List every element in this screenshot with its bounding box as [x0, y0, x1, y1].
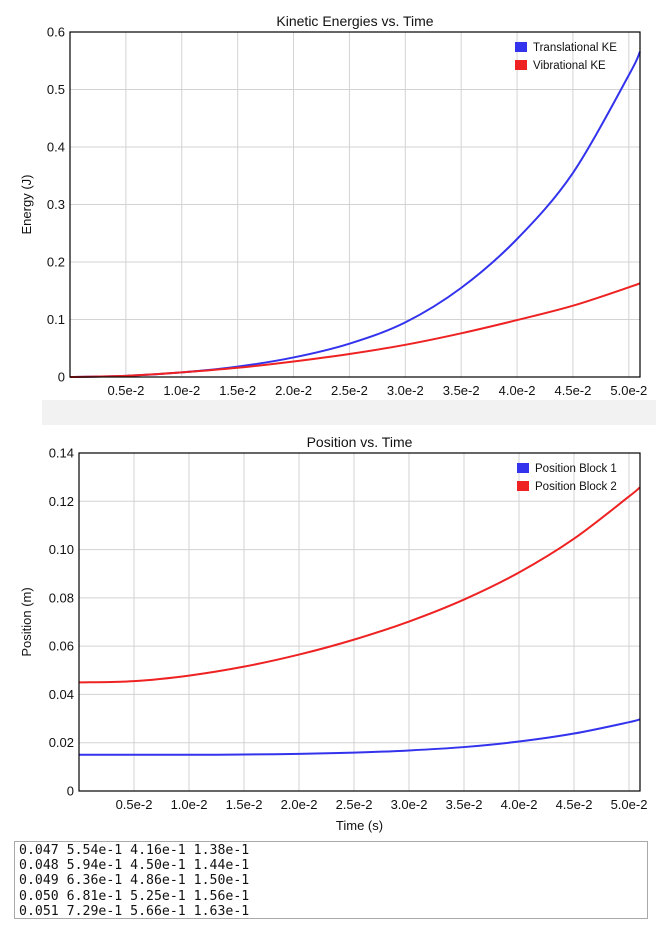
- x-tick-label: 1.0e-2: [163, 383, 200, 398]
- data-log-row: 0.047 5.54e-1 4.16e-1 1.38e-1: [19, 843, 250, 858]
- y-tick-label: 0.4: [47, 140, 65, 155]
- y-tick-label: 0.1: [47, 312, 65, 327]
- legend-label: Position Block 2: [535, 481, 617, 493]
- chart-title: Kinetic Energies vs. Time: [276, 13, 433, 29]
- x-tick-label: 2.5e-2: [331, 383, 368, 398]
- series-line-2: [78, 486, 641, 684]
- series-line-1: [79, 718, 641, 756]
- x-tick-label: 3.5e-2: [443, 383, 480, 398]
- x-tick-label: 1.5e-2: [226, 797, 263, 812]
- y-tick-label: 0.10: [49, 542, 74, 557]
- y-tick-label: 0.14: [49, 446, 74, 461]
- y-axis-label: Energy (J): [19, 175, 34, 235]
- x-tick-label: 4.5e-2: [556, 797, 593, 812]
- x-tick-label: 4.0e-2: [499, 383, 536, 398]
- x-tick-label: 1.5e-2: [219, 383, 256, 398]
- y-tick-label: 0.02: [49, 735, 74, 750]
- x-tick-label: 2.0e-2: [281, 797, 318, 812]
- legend-swatch: [515, 42, 527, 52]
- x-tick-label: 3.0e-2: [387, 383, 424, 398]
- legend-swatch: [517, 481, 529, 491]
- data-log-row: 0.049 6.36e-1 4.86e-1 1.50e-1: [19, 873, 250, 889]
- x-tick-label: 5.0e-2: [611, 797, 648, 812]
- legend-label: Translational KE: [533, 42, 617, 54]
- y-tick-label: 0.6: [47, 25, 65, 40]
- chart-title: Position vs. Time: [307, 434, 413, 450]
- y-tick-label: 0.08: [49, 590, 74, 605]
- x-tick-label: 4.5e-2: [555, 383, 592, 398]
- y-tick-label: 0.5: [47, 82, 65, 97]
- x-tick-label: 2.0e-2: [275, 383, 312, 398]
- x-tick-label: 0.5e-2: [107, 383, 144, 398]
- x-tick-label: 0.5e-2: [116, 797, 153, 812]
- data-log-textarea[interactable]: 0.047 5.54e-1 4.16e-1 1.38e-1 0.048 5.94…: [14, 841, 648, 919]
- position-chart-svg: 0.5e-2 1.0e-2 1.5e-2 2.0e-2 2.5e-2 3.0e-2 3.5e…: [19, 434, 648, 833]
- y-tick-label: 0: [58, 370, 65, 385]
- chart-separator: [42, 400, 656, 425]
- y-axis-label: Position (m): [19, 587, 34, 656]
- x-axis-label: Time (s): [336, 818, 383, 833]
- plot-frame: [69, 31, 641, 378]
- legend-label: Position Block 1: [535, 463, 617, 475]
- plot-frame: [78, 452, 641, 792]
- position-chart: 0.5e-2 1.0e-2 1.5e-2 2.0e-2 2.5e-2 3.0e-2 3.5e…: [0, 425, 656, 840]
- x-tick-label: 2.5e-2: [336, 797, 373, 812]
- x-tick-label: 3.5e-2: [446, 797, 483, 812]
- legend-swatch: [517, 463, 529, 473]
- y-tick-label: 0: [67, 784, 74, 799]
- y-tick-label: 0.3: [47, 197, 65, 212]
- y-tick-label: 0.12: [49, 494, 74, 509]
- kinetic-energy-chart-svg: 0.5e-2 1.0e-2 1.5e-2 2.0e-2 2.5e-2 3.0e-2 3.5e…: [19, 13, 647, 420]
- data-log-row: 0.051 7.29e-1 5.66e-1 1.63e-1: [19, 903, 250, 919]
- y-tick-label: 0.06: [49, 639, 74, 654]
- legend-label: Vibrational KE: [533, 60, 606, 72]
- series-line-2: [69, 282, 641, 378]
- kinetic-energy-chart: 0.5e-2 1.0e-2 1.5e-2 2.0e-2 2.5e-2 3.0e-2 3.5e…: [0, 0, 656, 420]
- series-line-1: [69, 51, 641, 378]
- x-tick-label: 1.0e-2: [171, 797, 208, 812]
- y-tick-label: 0.04: [49, 687, 74, 702]
- x-tick-label: 3.0e-2: [391, 797, 428, 812]
- x-tick-label: 4.0e-2: [501, 797, 538, 812]
- data-log-row: 0.048 5.94e-1 4.50e-1 1.44e-1: [19, 858, 250, 874]
- legend-swatch: [515, 60, 527, 70]
- data-log-row: 0.050 6.81e-1 5.25e-1 1.56e-1: [19, 888, 250, 904]
- y-tick-label: 0.2: [47, 255, 65, 270]
- x-tick-label: 5.0e-2: [610, 383, 647, 398]
